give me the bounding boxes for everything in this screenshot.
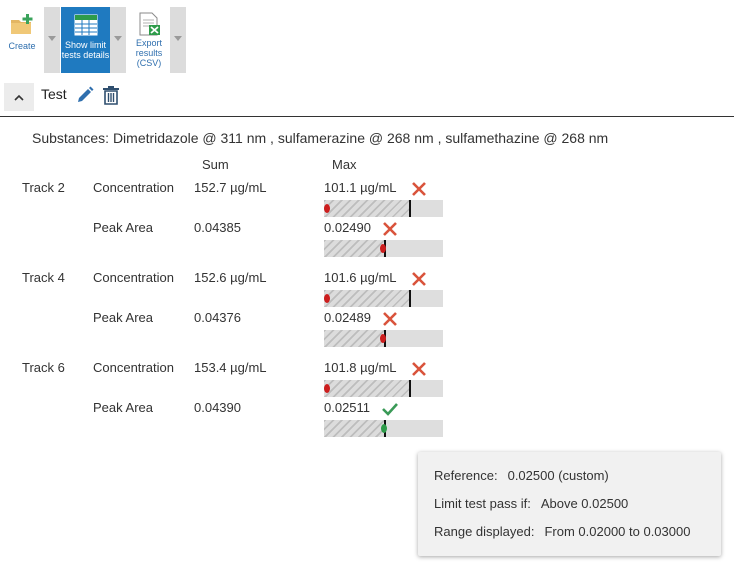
limit-bar — [324, 200, 443, 217]
toolbar: Create Show limit tests details Export r… — [0, 0, 734, 74]
export-dropdown[interactable] — [170, 7, 186, 73]
show-limit-tests-details-button[interactable]: Show limit tests details — [61, 7, 110, 73]
reference-label: Reference: — [434, 468, 498, 483]
chevron-up-icon — [14, 94, 24, 101]
value-dot — [324, 294, 330, 303]
trash-icon[interactable] — [102, 85, 120, 105]
caret-down-icon — [48, 36, 56, 41]
create-dropdown[interactable] — [44, 7, 60, 73]
range-label: Range displayed: — [434, 524, 535, 539]
max-value: 0.02489 — [324, 310, 371, 325]
cross-icon — [412, 362, 426, 376]
export-label-line2: results — [135, 48, 163, 58]
table-icon — [74, 14, 97, 36]
limit-bar — [324, 380, 443, 397]
track-name: Track 2 — [22, 180, 65, 195]
below-limit-zone — [324, 240, 384, 257]
below-limit-zone — [324, 290, 409, 307]
limit-bar — [324, 420, 443, 437]
cross-icon — [383, 222, 397, 236]
max-column-header: Max — [332, 157, 357, 172]
value-dot — [381, 424, 387, 433]
limit-bar — [324, 330, 443, 347]
limit-marker — [409, 290, 411, 307]
sum-value: 153.4 µg/mL — [194, 360, 267, 375]
track-name: Track 6 — [22, 360, 65, 375]
value-dot — [380, 244, 386, 253]
metric-label: Peak Area — [93, 400, 153, 415]
value-dot — [324, 384, 330, 393]
max-value: 0.02511 — [324, 400, 371, 415]
sum-value: 0.04385 — [194, 220, 241, 235]
value-dot — [380, 334, 386, 343]
metric-label: Concentration — [93, 270, 174, 285]
max-value: 0.02490 — [324, 220, 371, 235]
limit-info-tooltip: Reference: 0.02500 (custom) Limit test pa… — [418, 452, 721, 556]
substances-text: Substances: Dimetridazole @ 311 nm , sul… — [32, 130, 609, 146]
create-label: Create — [8, 41, 36, 51]
section-title: Test — [41, 86, 67, 102]
limit-bar — [324, 240, 443, 257]
create-button[interactable]: Create — [4, 7, 40, 73]
show-limit-dropdown[interactable] — [110, 7, 126, 73]
sum-value: 0.04376 — [194, 310, 241, 325]
cross-icon — [412, 272, 426, 286]
pencil-icon[interactable] — [75, 85, 95, 105]
max-value: 101.8 µg/mL — [324, 360, 397, 375]
max-value: 101.6 µg/mL — [324, 270, 397, 285]
export-results-csv-button[interactable]: Export results (CSV) — [129, 7, 169, 73]
collapse-button[interactable] — [4, 83, 34, 111]
metric-label: Concentration — [93, 180, 174, 195]
limit-marker — [409, 380, 411, 397]
limit-bar — [324, 290, 443, 307]
folder-plus-icon — [11, 14, 33, 34]
section-header: Test — [0, 80, 734, 117]
cross-icon — [412, 182, 426, 196]
range-value: From 0.02000 to 0.03000 — [544, 524, 691, 539]
sum-value: 152.7 µg/mL — [194, 180, 267, 195]
metric-label: Concentration — [93, 360, 174, 375]
reference-value: 0.02500 (custom) — [507, 468, 609, 483]
pass-condition-label: Limit test pass if: — [434, 496, 531, 511]
metric-label: Peak Area — [93, 310, 153, 325]
max-value: 101.1 µg/mL — [324, 180, 397, 195]
below-limit-zone — [324, 330, 384, 347]
limit-marker — [409, 200, 411, 217]
below-limit-zone — [324, 380, 409, 397]
track-name: Track 4 — [22, 270, 65, 285]
sum-column-header: Sum — [202, 157, 229, 172]
caret-down-icon — [114, 36, 122, 41]
sum-value: 0.04390 — [194, 400, 241, 415]
export-label-line3: (CSV) — [136, 58, 162, 68]
pass-condition-value: Above 0.02500 — [540, 496, 629, 511]
show-limit-label-line1: Show limit — [64, 40, 106, 50]
show-limit-label-line2: tests details — [61, 50, 110, 60]
sum-value: 152.6 µg/mL — [194, 270, 267, 285]
metric-label: Peak Area — [93, 220, 153, 235]
below-limit-zone — [324, 420, 384, 437]
value-dot — [324, 204, 330, 213]
spreadsheet-export-icon — [139, 12, 160, 36]
export-label-line1: Export — [135, 38, 162, 48]
below-limit-zone — [324, 200, 409, 217]
check-icon — [382, 403, 398, 416]
cross-icon — [383, 312, 397, 326]
caret-down-icon — [174, 36, 182, 41]
